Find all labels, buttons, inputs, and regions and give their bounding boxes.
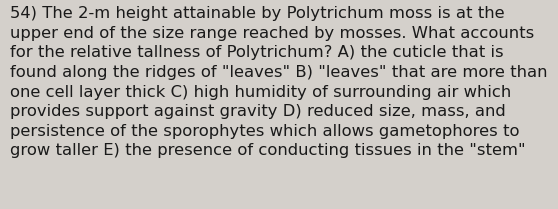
Text: 54) The 2-m height attainable by Polytrichum moss is at the
upper end of the siz: 54) The 2-m height attainable by Polytri… <box>10 6 547 158</box>
